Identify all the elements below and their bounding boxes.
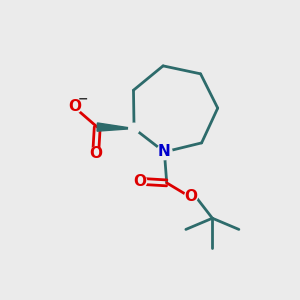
Text: O: O — [185, 189, 198, 204]
Text: O: O — [89, 146, 102, 161]
Text: N: N — [158, 145, 171, 160]
Circle shape — [89, 147, 102, 160]
Polygon shape — [97, 123, 134, 131]
Text: O: O — [134, 174, 147, 189]
Circle shape — [185, 190, 198, 202]
Text: O: O — [69, 99, 82, 114]
Circle shape — [157, 144, 172, 160]
Circle shape — [69, 100, 82, 113]
Circle shape — [129, 123, 140, 134]
Circle shape — [134, 175, 147, 188]
Text: −: − — [77, 92, 88, 105]
